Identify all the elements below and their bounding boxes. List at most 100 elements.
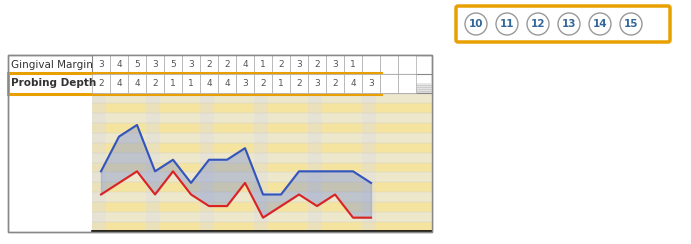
Bar	[380, 55, 398, 74]
Bar	[146, 93, 160, 232]
Bar	[236, 74, 254, 93]
Circle shape	[527, 13, 549, 35]
Text: 11: 11	[500, 19, 514, 29]
FancyBboxPatch shape	[8, 73, 381, 94]
Bar	[92, 103, 432, 113]
Bar	[254, 74, 272, 93]
Bar	[146, 55, 164, 74]
Circle shape	[558, 13, 580, 35]
Text: 5: 5	[170, 60, 176, 69]
Bar	[380, 74, 398, 93]
Circle shape	[620, 13, 642, 35]
Text: 3: 3	[242, 79, 248, 88]
Bar	[8, 55, 432, 232]
Text: 4: 4	[224, 79, 230, 88]
Bar	[218, 74, 236, 93]
Text: 2: 2	[152, 79, 158, 88]
Bar	[92, 93, 432, 103]
Bar	[218, 55, 236, 74]
Bar	[164, 55, 182, 74]
Bar	[128, 74, 146, 93]
Bar	[326, 74, 344, 93]
Text: 3: 3	[152, 60, 158, 69]
Text: 10: 10	[468, 19, 483, 29]
Bar	[326, 55, 344, 74]
Text: 3: 3	[314, 79, 320, 88]
Bar	[344, 55, 362, 74]
Bar	[362, 93, 377, 232]
Text: 15: 15	[624, 19, 638, 29]
Bar	[182, 74, 200, 93]
Bar	[8, 55, 432, 232]
Text: 1: 1	[188, 79, 194, 88]
Text: 3: 3	[98, 60, 104, 69]
Bar	[254, 93, 268, 232]
Text: 2: 2	[224, 60, 230, 69]
Bar	[182, 55, 200, 74]
Bar	[290, 74, 308, 93]
Text: 1: 1	[278, 79, 284, 88]
Bar	[200, 93, 214, 232]
Text: 4: 4	[116, 79, 122, 88]
Bar	[362, 74, 380, 93]
Bar	[92, 133, 432, 143]
Bar	[398, 74, 416, 93]
Text: 14: 14	[593, 19, 607, 29]
Bar	[308, 55, 326, 74]
Bar	[92, 152, 432, 163]
Bar	[128, 55, 146, 74]
Bar	[308, 74, 326, 93]
Bar	[92, 202, 432, 212]
Text: 2: 2	[278, 60, 284, 69]
Bar	[398, 55, 416, 74]
Bar	[254, 55, 272, 74]
Text: 1: 1	[350, 60, 356, 69]
Bar	[290, 55, 308, 74]
FancyBboxPatch shape	[456, 6, 670, 42]
Text: 5: 5	[134, 60, 140, 69]
Text: 4: 4	[116, 60, 122, 69]
Bar	[272, 55, 290, 74]
Text: 3: 3	[368, 79, 374, 88]
Bar	[272, 74, 290, 93]
Text: 3: 3	[332, 60, 338, 69]
Text: 4: 4	[206, 79, 212, 88]
Bar	[110, 74, 128, 93]
Text: Probing Depth: Probing Depth	[11, 79, 96, 89]
Circle shape	[465, 13, 487, 35]
Bar	[92, 83, 432, 93]
Bar	[344, 74, 362, 93]
Bar	[200, 74, 218, 93]
Text: 2: 2	[98, 79, 104, 88]
Bar	[200, 55, 218, 74]
Text: 13: 13	[562, 19, 576, 29]
Text: 4: 4	[350, 79, 356, 88]
Text: 3: 3	[188, 60, 194, 69]
Bar	[92, 93, 106, 232]
Text: 2: 2	[206, 60, 212, 69]
Bar	[92, 182, 432, 192]
Bar	[362, 55, 380, 74]
Text: 2: 2	[261, 79, 266, 88]
Circle shape	[589, 13, 611, 35]
Text: 2: 2	[296, 79, 302, 88]
Bar	[92, 222, 432, 232]
Bar	[164, 74, 182, 93]
Bar	[92, 192, 432, 202]
Text: 4: 4	[242, 60, 248, 69]
Bar	[308, 93, 323, 232]
Bar	[92, 212, 432, 222]
Bar	[92, 55, 110, 74]
Circle shape	[496, 13, 518, 35]
Text: 2: 2	[314, 60, 320, 69]
Bar	[92, 113, 432, 123]
Text: 3: 3	[296, 60, 302, 69]
Text: 4: 4	[134, 79, 140, 88]
Text: 2: 2	[332, 79, 338, 88]
Text: 1: 1	[170, 79, 176, 88]
Bar	[92, 173, 432, 182]
Bar	[92, 123, 432, 133]
Bar	[146, 74, 164, 93]
Bar	[92, 74, 110, 93]
Bar	[92, 163, 432, 173]
